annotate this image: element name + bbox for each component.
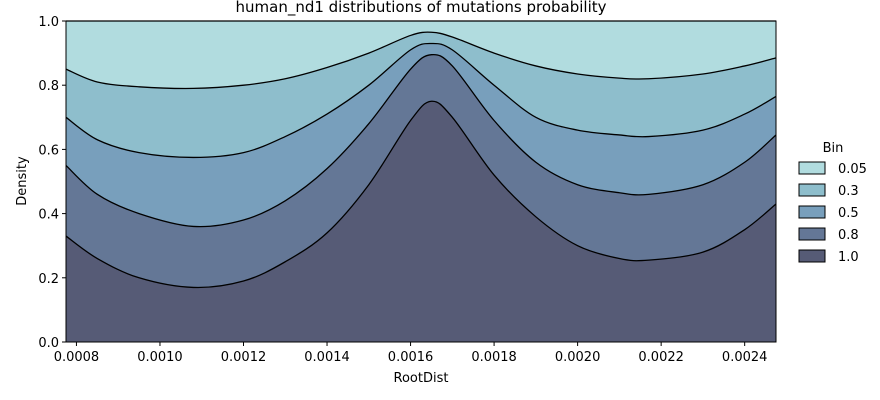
y-axis-label: Density — [15, 156, 30, 206]
legend-swatch-0.5 — [798, 205, 826, 219]
legend-title: Bin — [823, 141, 844, 156]
boundary-line-bin-0.5 — [65, 42, 777, 159]
legend-label-1.0: 1.0 — [838, 250, 859, 265]
legend-label-0.3: 0.3 — [838, 184, 859, 199]
x-tick-label: 0.0020 — [555, 350, 601, 365]
x-tick-label: 0.0008 — [54, 350, 100, 365]
x-tick-label: 0.0022 — [638, 350, 684, 365]
x-tick-label: 0.0024 — [722, 350, 768, 365]
x-axis-label: RootDist — [394, 371, 449, 386]
boundary-line-bin-0.8 — [65, 53, 777, 228]
legend-label-0.8: 0.8 — [838, 228, 859, 243]
legend-label-0.5: 0.5 — [838, 206, 859, 221]
x-tick-label: 0.0018 — [471, 350, 517, 365]
y-tick-label: 0.2 — [38, 272, 59, 287]
area-bin-1.0 — [66, 101, 776, 342]
legend-swatch-1.0 — [798, 249, 826, 263]
boundary-line-bin-0.3 — [65, 31, 777, 90]
legend-label-0.05: 0.05 — [838, 162, 867, 177]
legend: Bin 0.05 0.3 0.5 0.8 1.0 — [798, 141, 867, 265]
boundary-line-bin-1.0 — [65, 100, 777, 289]
x-tick-label: 0.0010 — [137, 350, 183, 365]
x-tick-label: 0.0014 — [304, 350, 350, 365]
y-tick-label: 0.4 — [38, 208, 59, 223]
plot-area — [65, 20, 777, 343]
x-tick-label: 0.0012 — [221, 350, 267, 365]
chart-title: human_nd1 distributions of mutations pro… — [236, 0, 607, 17]
legend-swatch-0.3 — [798, 183, 826, 197]
legend-swatch-0.8 — [798, 227, 826, 241]
y-tick-label: 0.8 — [38, 79, 59, 94]
y-axis: 0.0 0.2 0.4 0.6 0.8 1.0 — [38, 15, 66, 351]
plot-frame — [65, 20, 777, 343]
y-tick-label: 0.6 — [38, 143, 59, 158]
x-axis: 0.0008 0.0010 0.0012 0.0014 0.0016 0.0018 0.00… — [54, 342, 768, 365]
y-tick-label: 1.0 — [38, 15, 59, 30]
legend-swatch-0.05 — [798, 161, 826, 175]
y-tick-label: 0.0 — [38, 336, 59, 351]
x-tick-label: 0.0016 — [388, 350, 434, 365]
